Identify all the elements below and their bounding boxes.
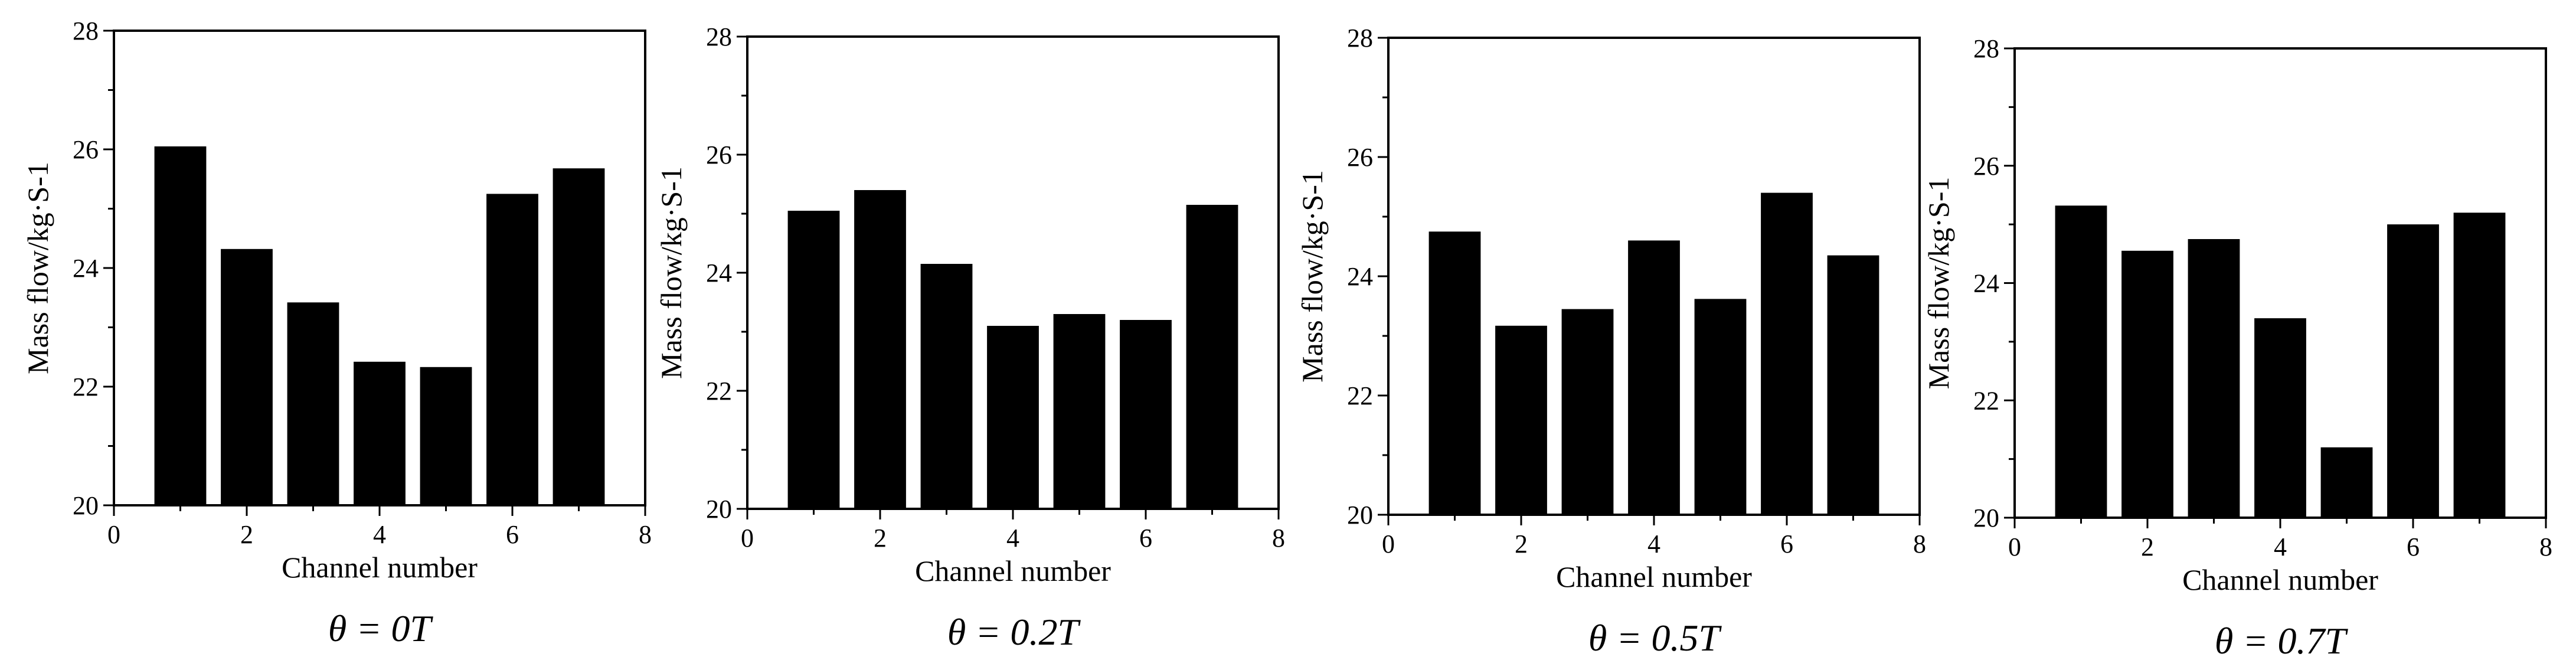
x-tick-label: 2 [2141,532,2154,561]
bar-channel-6 [486,194,538,505]
bar-channel-4 [1628,240,1680,515]
x-tick-label: 0 [2008,532,2021,561]
y-tick-label: 28 [1973,34,1999,63]
x-tick-label: 6 [1139,524,1152,553]
y-tick-label: 20 [1347,501,1373,530]
bar-channel-2 [2121,250,2173,518]
x-tick-label: 4 [373,520,386,549]
bar-channel-7 [1186,205,1238,509]
x-axis-title: Channel number [1556,560,1752,593]
x-tick-label: 8 [639,520,652,549]
y-tick-label: 26 [706,140,732,169]
y-tick-label: 20 [706,495,732,524]
bar-channel-2 [221,249,273,505]
y-tick-label: 20 [73,491,99,520]
y-tick-label: 24 [1347,262,1373,291]
y-tick-label: 22 [706,377,732,406]
bar-channel-7 [553,168,605,505]
bar-channel-7 [2453,213,2506,518]
x-tick-label: 2 [874,524,887,553]
x-axis-title: Channel number [282,551,478,584]
bar-channel-2 [1495,325,1547,515]
x-tick-label: 4 [1647,530,1660,558]
y-tick-label: 22 [73,372,99,401]
x-tick-label: 8 [1913,530,1926,558]
bar-channel-1 [154,146,207,505]
y-tick-label: 24 [706,259,732,287]
bar-channel-5 [1053,314,1106,509]
x-axis-title: Channel number [915,554,1111,587]
panel-caption: θ = 0.7T [2215,620,2349,662]
bar-channel-6 [2387,224,2439,518]
y-tick-label: 26 [1973,152,1999,181]
bar-channel-1 [2055,205,2107,518]
bar-channel-2 [854,190,906,509]
x-axis-title: Channel number [2182,563,2378,596]
x-tick-label: 8 [2539,532,2552,561]
x-tick-label: 6 [1780,530,1793,558]
x-tick-label: 4 [1006,524,1019,553]
x-tick-label: 8 [1272,524,1285,553]
y-tick-label: 26 [73,135,99,164]
bar-channel-6 [1120,320,1172,509]
x-tick-label: 0 [107,520,120,549]
panel-caption: θ = 0T [328,607,434,649]
panel-caption: θ = 0.5T [1588,617,1722,659]
bar-channel-6 [1761,192,1813,515]
y-tick-label: 24 [1973,269,1999,298]
y-tick-label: 20 [1973,504,1999,532]
y-axis-title: Mass flow/kg·S-1 [21,162,54,374]
bar-channel-4 [987,326,1039,509]
y-tick-label: 28 [706,22,732,51]
bar-channel-3 [287,302,339,505]
y-axis-title: Mass flow/kg·S-1 [1296,170,1329,383]
x-tick-label: 2 [1515,530,1528,558]
bar-channel-1 [1428,231,1481,515]
y-tick-label: 22 [1347,381,1373,410]
x-tick-label: 4 [2274,532,2287,561]
panel-caption: θ = 0.2T [947,611,1081,653]
bar-channel-3 [1561,309,1614,515]
y-tick-label: 24 [73,254,99,283]
x-tick-label: 6 [506,520,519,549]
bar-channel-5 [420,367,472,505]
bar-channel-4 [354,361,406,505]
x-tick-label: 2 [240,520,253,549]
bar-channel-5 [1694,299,1747,515]
bar-channel-4 [2254,318,2306,518]
bar-channel-7 [1827,255,1879,515]
bar-channel-5 [2320,447,2373,518]
bar-channel-3 [2188,239,2240,518]
bar-channel-3 [920,264,973,509]
y-tick-label: 28 [73,17,99,45]
y-tick-label: 22 [1973,386,1999,415]
y-tick-label: 26 [1347,143,1373,172]
x-tick-label: 0 [741,524,754,553]
bar-channel-1 [787,211,840,509]
x-tick-label: 6 [2407,532,2420,561]
y-tick-label: 28 [1347,24,1373,53]
x-tick-label: 0 [1382,530,1395,558]
y-axis-title: Mass flow/kg·S-1 [655,166,688,379]
y-axis-title: Mass flow/kg·S-1 [1922,177,1955,390]
